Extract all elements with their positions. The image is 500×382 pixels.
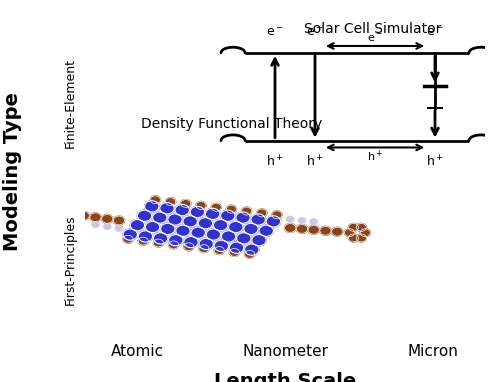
Circle shape [66,210,78,219]
Circle shape [230,248,239,256]
Circle shape [296,225,308,233]
Text: First-Principles: First-Principles [64,214,77,305]
Circle shape [150,196,160,204]
Circle shape [50,203,61,211]
Text: e$^-$: e$^-$ [367,33,383,44]
Text: Density Functional Theory: Density Functional Theory [141,117,322,131]
Circle shape [43,203,53,211]
Circle shape [242,207,252,215]
Circle shape [115,225,123,231]
Circle shape [310,219,318,225]
Circle shape [211,203,221,211]
Circle shape [146,222,160,233]
Text: Modeling Type: Modeling Type [3,92,22,251]
Circle shape [168,214,182,225]
Text: Nanometer: Nanometer [242,344,328,359]
Text: h$^+$: h$^+$ [367,149,383,164]
Circle shape [214,246,224,254]
Circle shape [39,209,49,217]
Text: e$^-$: e$^-$ [306,26,324,39]
Text: Finite-Element: Finite-Element [64,58,77,148]
Circle shape [50,214,61,222]
Circle shape [154,233,168,244]
Circle shape [160,223,175,235]
Text: e$^-$: e$^-$ [266,26,284,39]
Circle shape [356,234,366,242]
Circle shape [123,235,133,243]
Text: e$^-$: e$^-$ [426,26,444,39]
Circle shape [222,231,236,242]
Circle shape [175,204,190,216]
Circle shape [284,223,296,232]
Text: Micron: Micron [408,344,459,359]
Text: Solar Cell Simulator: Solar Cell Simulator [304,21,442,36]
Circle shape [244,223,258,235]
Circle shape [230,242,244,253]
Circle shape [298,217,306,223]
Circle shape [184,236,198,248]
Circle shape [251,214,266,225]
Circle shape [320,227,331,235]
Circle shape [196,201,206,209]
Circle shape [228,222,243,233]
Circle shape [92,222,100,228]
Circle shape [168,235,183,246]
Circle shape [308,225,320,234]
Text: h$^+$: h$^+$ [266,155,284,170]
Circle shape [138,231,152,242]
Circle shape [154,239,164,247]
Circle shape [102,215,113,223]
Circle shape [138,237,148,245]
Circle shape [206,208,220,220]
Circle shape [220,210,235,222]
Circle shape [252,235,266,246]
Circle shape [266,216,280,227]
Circle shape [190,206,204,218]
Text: Length Scale: Length Scale [214,372,356,382]
Circle shape [199,245,209,253]
Circle shape [114,216,124,225]
Circle shape [244,250,254,258]
Circle shape [356,223,366,231]
Text: h$^+$: h$^+$ [426,155,444,170]
Circle shape [244,244,259,255]
Circle shape [344,229,354,236]
Circle shape [332,227,343,236]
Circle shape [123,229,138,240]
Circle shape [348,234,358,242]
Circle shape [348,223,358,231]
Circle shape [166,198,175,206]
Circle shape [183,216,198,227]
Circle shape [214,220,228,231]
Circle shape [138,210,152,222]
Circle shape [259,225,274,236]
Circle shape [198,218,212,229]
Circle shape [199,238,214,249]
Circle shape [181,199,191,207]
Circle shape [130,220,144,231]
Circle shape [257,209,267,217]
Circle shape [103,223,111,230]
Circle shape [144,201,159,212]
Circle shape [226,205,236,213]
Text: Atomic: Atomic [110,344,164,359]
Circle shape [168,241,178,249]
Circle shape [184,243,194,251]
Circle shape [160,202,174,214]
Circle shape [272,211,282,219]
Circle shape [176,225,190,236]
Circle shape [43,214,53,222]
Circle shape [236,212,250,223]
Text: h$^+$: h$^+$ [306,155,324,170]
Circle shape [286,216,294,222]
Circle shape [152,212,167,223]
Circle shape [236,233,251,244]
Circle shape [206,229,220,240]
Circle shape [360,229,370,236]
Circle shape [90,213,101,222]
Circle shape [54,209,64,217]
Circle shape [191,227,206,238]
Circle shape [214,240,228,251]
Circle shape [78,211,90,220]
